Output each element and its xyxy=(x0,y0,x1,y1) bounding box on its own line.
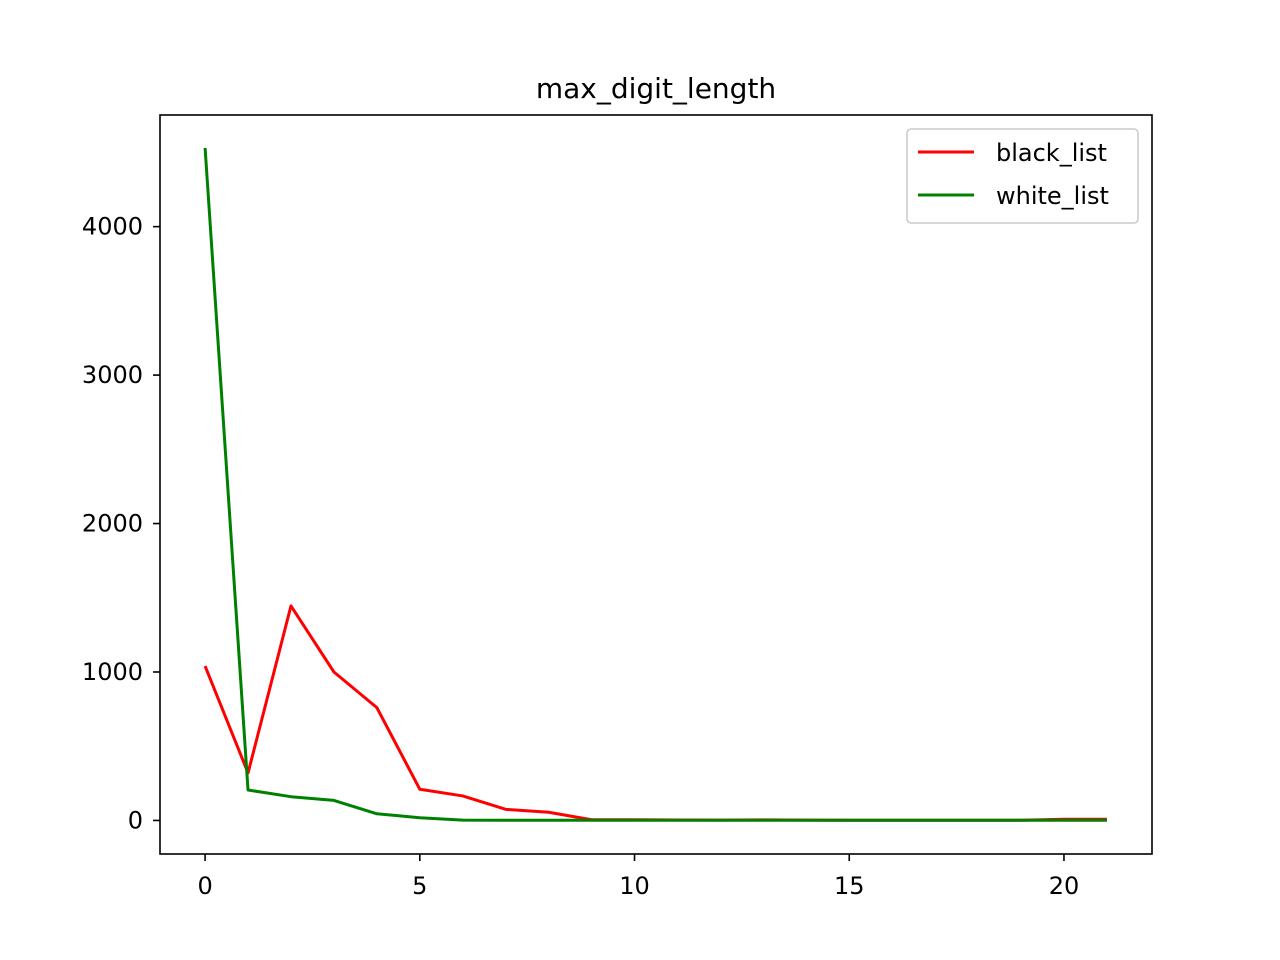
legend: black_list white_list xyxy=(906,128,1139,224)
x-tick-label: 20 xyxy=(1049,872,1080,900)
y-tick-label: 3000 xyxy=(82,361,143,389)
plot-frame xyxy=(159,114,1153,855)
x-tick-label: 5 xyxy=(412,872,427,900)
x-tick-label: 10 xyxy=(619,872,650,900)
series-layer xyxy=(203,147,1107,822)
legend-label-white_list: white_list xyxy=(996,182,1109,210)
x-tick-label: 15 xyxy=(834,872,865,900)
y-tick-label: 1000 xyxy=(82,658,143,686)
y-tick-label: 0 xyxy=(128,806,143,834)
x-tick-label: 0 xyxy=(197,872,212,900)
series-line-white_list xyxy=(203,147,1107,822)
chart-title: max_digit_length xyxy=(536,72,776,105)
legend-label-black_list: black_list xyxy=(996,139,1107,167)
y-tick-label: 4000 xyxy=(82,213,143,241)
axes-layer: 0 5 10 15 20 0 1000 2000 3000 4000 xyxy=(82,114,1153,900)
y-tick-label: 2000 xyxy=(82,510,143,538)
